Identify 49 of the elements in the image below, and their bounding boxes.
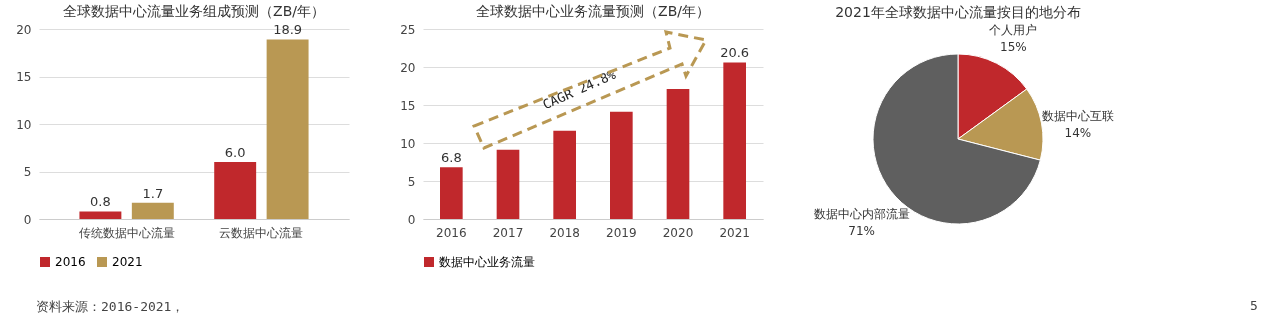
x-tick-label: 云数据中心流量 [219,225,304,240]
bar [214,162,257,219]
y-tick-label: 20 [16,22,32,37]
data-label: 1.7 [142,185,164,201]
y-tick-label: 25 [400,22,416,37]
x-tick-label: 2020 [662,225,694,240]
data-label: 14% [1064,126,1092,141]
bar [440,167,463,219]
y-tick-label: 20 [400,60,416,75]
slice-label: 数据中心内部流量 [813,206,910,221]
data-label: 20.6 [720,45,750,61]
y-tick-label: 5 [23,165,32,179]
legend-label: 2016 [55,255,86,269]
y-tick-label: 10 [16,117,32,132]
text: 资料来源：2016-2021， [36,298,185,316]
y-tick-label: 15 [400,98,416,113]
x-tick-label: 传统数据中心流量 [78,225,175,240]
x-tick-label: 2018 [549,225,580,240]
y-tick-label: 0 [23,212,32,227]
x-tick-label: 2021 [719,225,750,240]
data-label: 18.9 [273,22,303,38]
slice-label: 数据中心互联 [1041,109,1114,124]
chart-title: 2021年全球数据中心流量按目的地分布 [835,4,1081,21]
x-tick-label: 2019 [606,225,637,240]
y-tick-label: 15 [16,70,32,84]
data-label: 6.0 [224,145,246,160]
data-label: 71% [848,223,875,238]
y-tick-label: 0 [407,212,416,227]
bar [496,149,520,219]
text: 5 [1250,298,1258,313]
y-tick-label: 5 [407,174,416,189]
data-label: 0.8 [90,194,111,210]
bar [723,62,746,219]
legend-label: 数据中心业务流量 [439,255,535,269]
x-tick-label: 2017 [492,225,524,240]
bar [666,89,690,219]
bar [553,130,576,219]
chart-title: 全球数据中心业务流量预测（ZB/年） [476,3,710,19]
chart-title: 全球数据中心流量业务组成预测（ZB/年） [63,3,325,19]
x-tick-label: 2016 [436,225,467,240]
bar [131,202,174,219]
slice-label: 个人用户 [989,23,1038,38]
y-tick-label: 10 [400,136,416,151]
data-label: 15% [1000,40,1027,55]
bar [79,211,122,219]
legend-label: 2021 [112,255,143,269]
bar [610,111,633,219]
data-label: 6.8 [440,150,462,166]
bar [266,39,309,219]
